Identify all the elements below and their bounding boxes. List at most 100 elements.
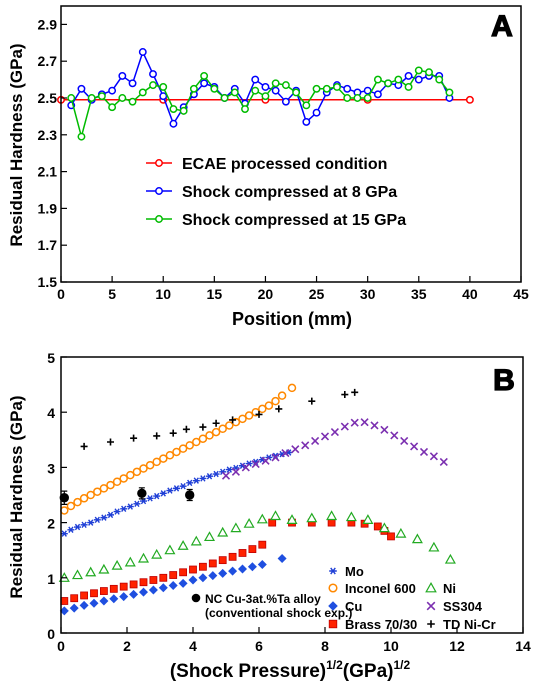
panel-b-legend-marker — [427, 620, 435, 628]
panel-b-data-point — [351, 388, 359, 396]
panel-b-data-point — [80, 521, 88, 529]
panel-a-data-point — [210, 84, 219, 93]
panel-a-data-point — [363, 86, 372, 95]
panel-b-data-point — [107, 438, 114, 446]
panel-b-data-point — [268, 518, 277, 527]
panel-a-data-point — [251, 75, 260, 84]
panel-b-data-point — [185, 490, 195, 500]
panel-b-data-point — [419, 447, 429, 457]
panel-b-data-point — [67, 526, 75, 533]
panel-b-legend: Mo Inconel 600 Cu Brass 70/30 Ni SS304 TD Ni-C… — [191, 564, 496, 632]
panel-b-data-point — [271, 453, 280, 462]
panel-a-data-point — [87, 94, 96, 102]
panel-b-data-point — [146, 495, 154, 502]
panel-b-data-point — [192, 437, 201, 447]
panel-b-data-point — [308, 397, 316, 405]
panel-a-legend-label: Shock compressed at 15 GPa — [182, 212, 406, 229]
panel-b-data-point — [178, 578, 188, 588]
panel-b-data-point — [173, 485, 180, 492]
panel-a-data-point — [118, 94, 127, 102]
panel-b-xlabel-mid: (GPa) — [343, 661, 394, 682]
panel-b-data-point — [126, 503, 134, 510]
panel-b-label: B — [493, 364, 515, 397]
panel-b-xtick-label: 8 — [321, 638, 329, 654]
panel-b-data-point — [111, 559, 123, 570]
panel-b-series-7 — [59, 487, 195, 505]
panel-b-data-point — [79, 494, 89, 503]
panel-b-data-point — [387, 532, 395, 541]
panel-b-data-point — [169, 571, 178, 579]
panel-b-data-point — [247, 562, 257, 572]
panel-b-data-point — [264, 401, 274, 410]
panel-a-data-point — [159, 83, 168, 91]
panel-b-data-point — [231, 467, 240, 476]
panel-b-legend-label: Mo — [345, 564, 364, 579]
panel-b-data-point — [159, 573, 168, 582]
panel-b-data-point — [205, 431, 214, 440]
panel-b-data-point — [218, 568, 228, 578]
panel-a-data-point — [363, 94, 372, 102]
panel-b-data-point — [153, 492, 161, 500]
panel-b-xtick-label: 0 — [57, 638, 65, 654]
panel-b-ytick-label: 0 — [47, 626, 55, 642]
panel-b-data-point — [225, 466, 233, 473]
panel-b-data-point — [133, 500, 141, 508]
panel-a-data-point — [189, 84, 198, 93]
panel-a-xtick-label: 0 — [57, 286, 65, 302]
panel-b-legend-marker — [329, 567, 337, 575]
panel-b-xlabel-sup2: 1/2 — [393, 658, 410, 672]
panel-b-data-point — [429, 452, 438, 461]
panel-b-data-point — [229, 416, 237, 424]
panel-a-data-point — [138, 48, 147, 56]
panel-b-data-point — [139, 587, 148, 597]
panel-a-data-point — [241, 105, 249, 113]
panel-a-data-point — [97, 92, 106, 101]
panel-b-chart: Residual Hardness (GPa) (Shock Pressure)… — [7, 350, 531, 682]
panel-b-data-point — [208, 571, 218, 581]
panel-b-data-point — [320, 432, 330, 441]
panel-a-data-point — [353, 94, 362, 102]
panel-b-data-point — [60, 530, 68, 537]
panel-b-data-point — [188, 575, 198, 585]
panel-b-data-point — [370, 421, 379, 430]
panel-b-ytick-label: 2 — [47, 516, 55, 532]
panel-a-chart: Residual Hardness (GPa) Position (mm) 0 5… — [7, 5, 529, 329]
panel-b-legend-marker — [328, 619, 338, 629]
panel-a-data-point — [128, 97, 137, 106]
panel-b-data-point — [189, 565, 197, 574]
panel-b-xtick-label: 10 — [383, 638, 399, 654]
panel-a-xlabel: Position (mm) — [232, 309, 352, 329]
panel-b-data-point — [109, 594, 119, 604]
panel-b-data-point — [198, 434, 208, 443]
panel-b-data-point — [100, 587, 108, 595]
panel-b-legend-label: Ni — [443, 581, 456, 596]
panel-b-data-point — [225, 421, 234, 430]
panel-b-data-point — [340, 422, 349, 431]
panel-b-data-point — [126, 470, 135, 480]
panel-a-ytick-label: 1.9 — [38, 200, 58, 216]
panel-b-xtick-label: 12 — [449, 638, 465, 654]
panel-b-data-point — [362, 514, 374, 524]
panel-a-data-point — [281, 97, 290, 106]
panel-b-data-point — [271, 396, 280, 406]
panel-b-data-point — [281, 448, 290, 458]
panel-b-data-point — [330, 428, 339, 437]
panel-b-xtick-label: 6 — [255, 638, 263, 654]
panel-a-ytick-label: 2.9 — [38, 16, 58, 32]
panel-b-data-point — [93, 516, 101, 524]
panel-b-data-point — [199, 475, 207, 482]
panel-b-data-point — [211, 427, 221, 437]
panel-a-data-point — [251, 86, 260, 95]
panel-a-data-point — [169, 105, 178, 113]
panel-b-data-point — [287, 383, 297, 393]
panel-b-data-point — [159, 490, 167, 497]
panel-b-data-point — [80, 442, 88, 450]
panel-a-data-point — [159, 92, 168, 101]
panel-b-data-point — [326, 510, 338, 521]
panel-b-data-point — [99, 596, 109, 606]
panel-b-data-point — [269, 510, 282, 521]
panel-a-legend-item: Shock compressed at 8 GPa — [146, 184, 397, 201]
panel-b-series-6 — [80, 388, 359, 450]
panel-a-ylabel: Residual Hardness (GPa) — [7, 43, 26, 246]
